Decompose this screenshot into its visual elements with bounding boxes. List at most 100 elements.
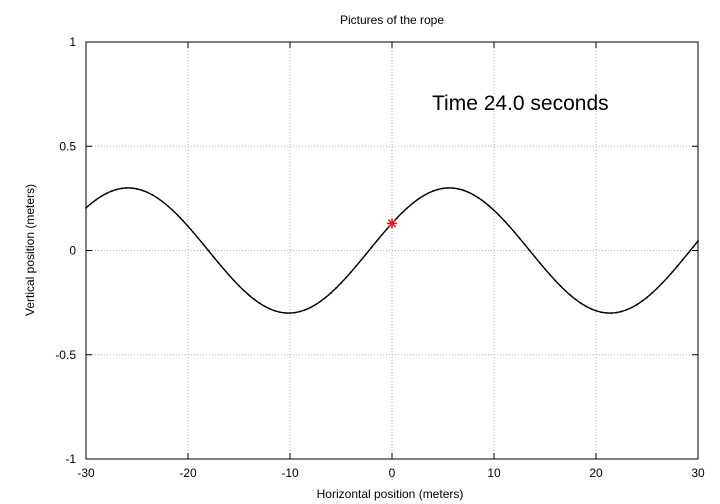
- rope-point: [564, 289, 567, 292]
- rope-point: [686, 252, 689, 255]
- rope-point: [431, 190, 434, 193]
- rope-point: [284, 311, 286, 314]
- rope-point: [676, 264, 679, 267]
- rope-point: [477, 197, 480, 199]
- rope-point: [442, 187, 444, 190]
- rope-point: [212, 255, 215, 258]
- rope-point: [457, 188, 460, 190]
- rope-point: [569, 294, 572, 297]
- rope-point: [579, 302, 582, 304]
- rope-point: [171, 209, 174, 212]
- rope-point: [120, 187, 123, 190]
- rope-point: [197, 237, 200, 240]
- rope-point: [605, 311, 608, 314]
- y-tick-label: 0.5: [59, 139, 76, 153]
- rope-point: [620, 310, 623, 313]
- rope-point: [595, 309, 597, 312]
- rope-point: [95, 198, 98, 201]
- rope-point: [110, 190, 113, 193]
- rope-point: [329, 292, 332, 294]
- rope-point: [90, 202, 92, 205]
- rope-point: [406, 207, 409, 209]
- rope-point: [467, 191, 470, 194]
- rope-point: [176, 214, 179, 217]
- rope-point: [651, 292, 653, 294]
- rope-point: [340, 282, 342, 284]
- rope-point: [350, 270, 353, 273]
- rope-point: [238, 284, 240, 287]
- y-tick-label: 0: [69, 244, 76, 258]
- rope-point: [692, 246, 694, 249]
- rope-point: [151, 193, 154, 196]
- rope-point: [268, 307, 271, 310]
- rope-point: [263, 305, 266, 308]
- x-tick-label: 20: [589, 466, 603, 480]
- time-annotation: Time 24.0 seconds: [432, 92, 609, 115]
- rope-point: [421, 195, 424, 198]
- x-tick-label: -10: [281, 466, 299, 480]
- rope-point: [335, 287, 337, 290]
- rope-point: [217, 262, 220, 264]
- rope-point: [544, 268, 546, 270]
- rope-point: [426, 192, 429, 195]
- rope-point: [671, 270, 674, 273]
- rope-point: [630, 306, 633, 309]
- rope-point: [222, 268, 225, 270]
- rope-point: [314, 303, 317, 306]
- y-tick-label: -1: [65, 452, 76, 466]
- rope-point: [227, 273, 230, 276]
- rope-point: [146, 191, 149, 194]
- rope-point: [136, 188, 138, 190]
- rope-point: [635, 303, 638, 306]
- rope-point: [304, 308, 307, 311]
- rope-point: [202, 243, 205, 246]
- rope-point: [641, 300, 643, 303]
- rope-point: [141, 189, 144, 192]
- rope-point: [105, 192, 108, 195]
- rope-point: [370, 246, 373, 249]
- rope-point: [273, 309, 276, 312]
- rope-point: [681, 258, 684, 261]
- rope-point: [192, 231, 195, 234]
- rope-point: [380, 234, 383, 236]
- rope-point: [518, 237, 521, 240]
- rope-point: [584, 305, 587, 308]
- rope-point: [166, 204, 169, 207]
- rope-point: [437, 188, 439, 191]
- rope-point: [161, 200, 164, 203]
- x-tick-label: -30: [77, 466, 95, 480]
- rope-point: [345, 276, 347, 279]
- rope-point: [253, 298, 256, 301]
- rope-point: [156, 197, 159, 199]
- y-tick-label: -0.5: [55, 348, 76, 362]
- rope-point: [503, 219, 506, 222]
- x-tick-label: 0: [389, 466, 396, 480]
- rope-point: [625, 308, 628, 311]
- rope-point: [100, 195, 103, 198]
- rope-point: [600, 311, 602, 314]
- rope-point: [493, 209, 495, 212]
- rope-point: [539, 262, 541, 264]
- rope-point: [375, 240, 378, 243]
- rope-point: [233, 279, 235, 282]
- rope-point: [523, 243, 526, 246]
- rope-point: [131, 187, 133, 190]
- rope-point: [207, 249, 210, 252]
- rope-point: [355, 264, 358, 267]
- rope-point: [488, 204, 490, 207]
- rope-point: [258, 302, 261, 304]
- rope-point: [365, 252, 368, 255]
- rope-point: [574, 298, 577, 301]
- rope-point: [498, 214, 500, 217]
- rope-point: [248, 294, 251, 297]
- rope-point: [615, 311, 618, 314]
- rope-point: [482, 200, 485, 203]
- rope-point: [533, 255, 536, 258]
- x-tick-label: 10: [487, 466, 501, 480]
- rope-point: [452, 187, 455, 190]
- rope-point: [289, 312, 291, 314]
- chart-title: Pictures of the rope: [340, 13, 444, 27]
- grid-layer: [86, 42, 698, 459]
- rope-point: [549, 273, 551, 276]
